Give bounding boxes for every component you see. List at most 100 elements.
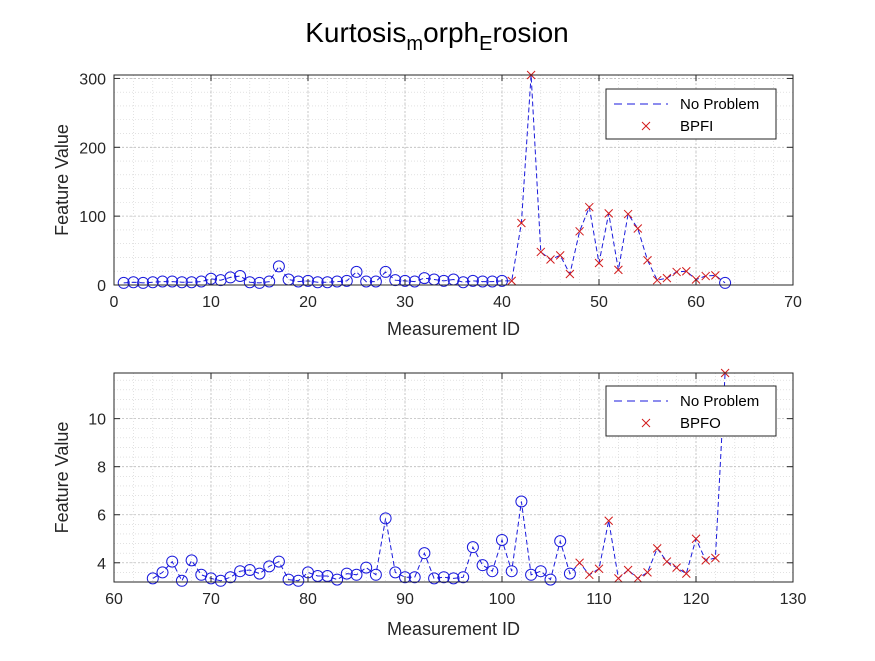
data-point: [633, 574, 643, 583]
data-point: [544, 573, 557, 586]
data-point: [369, 568, 382, 581]
marker-x-stroke: [546, 255, 555, 264]
data-point: [428, 572, 441, 585]
data-point: [292, 275, 305, 288]
data-point: [563, 567, 576, 580]
data-point: [643, 255, 652, 265]
data-point: [408, 571, 421, 584]
marker-x-stroke: [662, 557, 672, 566]
title-subscript-2: E: [479, 33, 492, 55]
grid: [113, 373, 794, 583]
title-part-mid: orph: [423, 17, 479, 48]
data-point: [614, 265, 623, 275]
legend-label: No Problem: [680, 393, 759, 410]
data-point: [681, 266, 691, 276]
marker-x-stroke: [633, 574, 643, 583]
data-point: [331, 275, 344, 288]
data-point: [711, 271, 720, 280]
x-axis-label: Measurement ID: [387, 319, 520, 339]
data-point: [146, 572, 159, 585]
data-point: [127, 276, 140, 289]
data-point: [243, 276, 256, 289]
data-point: [156, 566, 169, 579]
data-point: [205, 572, 217, 585]
data-point: [350, 265, 363, 278]
marker-x-stroke: [643, 568, 652, 577]
data-point: [175, 276, 188, 289]
x-tick-label: 90: [396, 591, 414, 608]
data-point: [447, 572, 460, 585]
data-point: [282, 573, 295, 586]
data-point: [234, 270, 247, 283]
marker-x-stroke: [594, 564, 604, 574]
x-tick-label: 80: [299, 591, 317, 608]
data-point: [146, 276, 159, 289]
data-point: [340, 567, 353, 580]
data-point: [486, 565, 499, 578]
axes-box: [113, 372, 794, 583]
data-point: [437, 274, 450, 287]
legend-label: No Problem: [680, 96, 759, 113]
data-point: [623, 209, 633, 219]
marker-x-stroke: [575, 558, 584, 568]
subplot-2: 60 70 80 90 100 110 120 130 4 6 8 10 Measurement ID F…: [52, 368, 807, 639]
data-point: [321, 276, 334, 289]
data-point: [604, 516, 614, 526]
marker-x-stroke: [672, 563, 681, 572]
data-line: [152, 372, 726, 582]
data-point: [457, 276, 470, 289]
data-point: [399, 274, 411, 287]
marker-x-stroke: [701, 271, 711, 281]
marker-x-stroke: [711, 553, 720, 563]
legend-label: BPFO: [680, 415, 721, 432]
data-point: [536, 247, 546, 257]
legend: No Problem BPFO: [605, 385, 777, 437]
data-point: [662, 273, 672, 283]
title-part-end: rosion: [492, 17, 568, 48]
y-axis-label: Feature Value: [52, 422, 72, 534]
data-point: [517, 218, 526, 228]
data-point: [691, 534, 701, 544]
marker-x-stroke: [652, 544, 662, 553]
data-point: [156, 275, 169, 288]
data-point: [311, 569, 324, 582]
y-tick-label: 0: [97, 278, 106, 295]
data-point: [253, 567, 266, 580]
x-tick-label: 10: [202, 294, 220, 311]
x-tick-label: 70: [202, 591, 220, 608]
data-point: [652, 544, 662, 553]
marker-x-stroke: [614, 574, 623, 583]
data-point: [292, 574, 305, 587]
marker-x-stroke: [623, 209, 633, 219]
x-tick-label: 70: [784, 294, 802, 311]
data-point: [340, 274, 353, 287]
data-point: [185, 554, 198, 567]
data-point: [272, 260, 285, 273]
marker-x-stroke: [604, 516, 614, 526]
data-point: [594, 258, 604, 268]
data-point: [486, 275, 499, 288]
data-point: [633, 224, 643, 233]
x-tick-label: 100: [489, 591, 516, 608]
y-tick-label: 8: [97, 460, 106, 477]
x-tick-label: 50: [590, 294, 608, 311]
y-tick-label: 4: [97, 556, 106, 573]
legend-box: [605, 88, 777, 140]
data-point: [418, 272, 431, 285]
legend-marker-swatch: [641, 121, 651, 131]
marker-x-stroke: [681, 266, 691, 276]
x-tick-label: 130: [780, 591, 807, 608]
data-point: [117, 276, 130, 289]
marker-x-stroke: [701, 556, 711, 565]
data-point: [555, 251, 565, 260]
data-point: [701, 556, 711, 565]
series-bpfi: [507, 70, 720, 286]
data-point: [185, 276, 198, 289]
marker-x-stroke: [517, 218, 526, 228]
data-point: [234, 565, 247, 578]
data-point: [614, 574, 623, 583]
data-point: [263, 275, 276, 288]
data-point: [672, 563, 681, 572]
